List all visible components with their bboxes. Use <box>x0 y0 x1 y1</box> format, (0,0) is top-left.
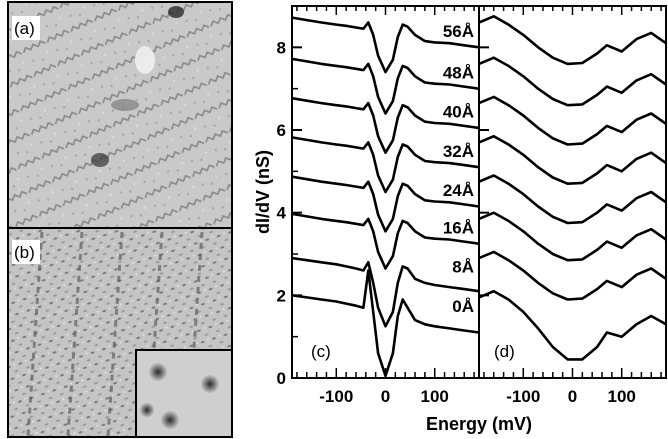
y-axis-label: dI/dV (nS) <box>253 150 273 234</box>
curve-distance-label: 0Å <box>452 297 474 316</box>
curve-distance-label: 32Å <box>443 142 474 161</box>
curve-distance-label: 48Å <box>443 63 474 82</box>
panel-a: (a) <box>7 1 233 229</box>
panel-b-inset <box>135 349 233 438</box>
spectrum-line <box>478 134 667 185</box>
panel-b-stripe <box>26 231 44 437</box>
panel-c-label: (c) <box>311 342 331 361</box>
x-tick-label: -100 <box>506 387 540 406</box>
curve-distance-label: 40Å <box>443 103 474 122</box>
curve-distance-label: 16Å <box>443 218 474 237</box>
inset-atom <box>139 402 155 418</box>
panel-b-stripe <box>106 231 124 437</box>
spectrum-line <box>291 256 480 328</box>
x-axis-label: Energy (mV) <box>426 414 532 434</box>
y-tick-label: 4 <box>277 204 287 223</box>
x-tick-label: 100 <box>608 387 636 406</box>
curve-distance-label: 56Å <box>443 22 474 41</box>
panel-a-dark-spot <box>91 153 109 167</box>
y-tick-label: 0 <box>277 369 286 388</box>
x-tick-label: 100 <box>421 387 449 406</box>
panel-a-dark-spot <box>168 6 184 18</box>
panel-c-curves <box>291 16 480 378</box>
inset-atom <box>148 362 168 382</box>
inset-atom <box>160 410 180 430</box>
x-tick-label: 0 <box>381 387 390 406</box>
x-tick-label: -100 <box>319 387 353 406</box>
spectrum-line <box>291 212 480 270</box>
spectrum-line <box>291 175 480 233</box>
panel-d-label: (d) <box>494 342 515 361</box>
tick-labels: 0 2 4 6 8 -100 0 100 -100 0 100 <box>277 38 636 406</box>
panel-a-dark-spot <box>111 99 139 111</box>
panel-b: (b) <box>7 227 233 438</box>
curve-distance-label: 24Å <box>443 181 474 200</box>
curve-distance-label: 8Å <box>452 258 474 277</box>
spectrum-line <box>291 136 480 194</box>
y-tick-label: 8 <box>277 38 286 57</box>
spectrum-line <box>291 16 480 74</box>
panel-a-image <box>7 1 233 229</box>
spectra-plot: 56Å 48Å 40Å 32Å 24Å 16Å 8Å 0Å 0 2 4 6 8 -100 0 100 -100… <box>253 5 667 434</box>
spectrum-line <box>478 289 667 361</box>
spectrum-line <box>478 56 667 107</box>
spectrum-line <box>291 96 480 154</box>
spectrum-line <box>291 57 480 115</box>
panel-b-stripe <box>66 231 84 437</box>
curve-labels: 56Å 48Å 40Å 32Å 24Å 16Å 8Å 0Å <box>441 20 476 318</box>
spectrum-line <box>478 250 667 301</box>
x-tick-label: 0 <box>568 387 577 406</box>
spectrum-line <box>478 15 667 66</box>
y-tick-label: 6 <box>277 121 286 140</box>
panel-b-label: (b) <box>14 243 35 262</box>
panel-d-curves <box>478 15 667 361</box>
panel-a-label: (a) <box>14 19 35 38</box>
y-tick-label: 2 <box>277 286 286 305</box>
inset-atom <box>200 374 220 394</box>
panel-a-bright-spot <box>135 46 155 74</box>
spectrum-line <box>291 269 480 378</box>
spectrum-line <box>478 174 667 225</box>
spectrum-line <box>478 95 667 146</box>
spectrum-line <box>478 211 667 262</box>
axis-ticks <box>292 6 662 379</box>
